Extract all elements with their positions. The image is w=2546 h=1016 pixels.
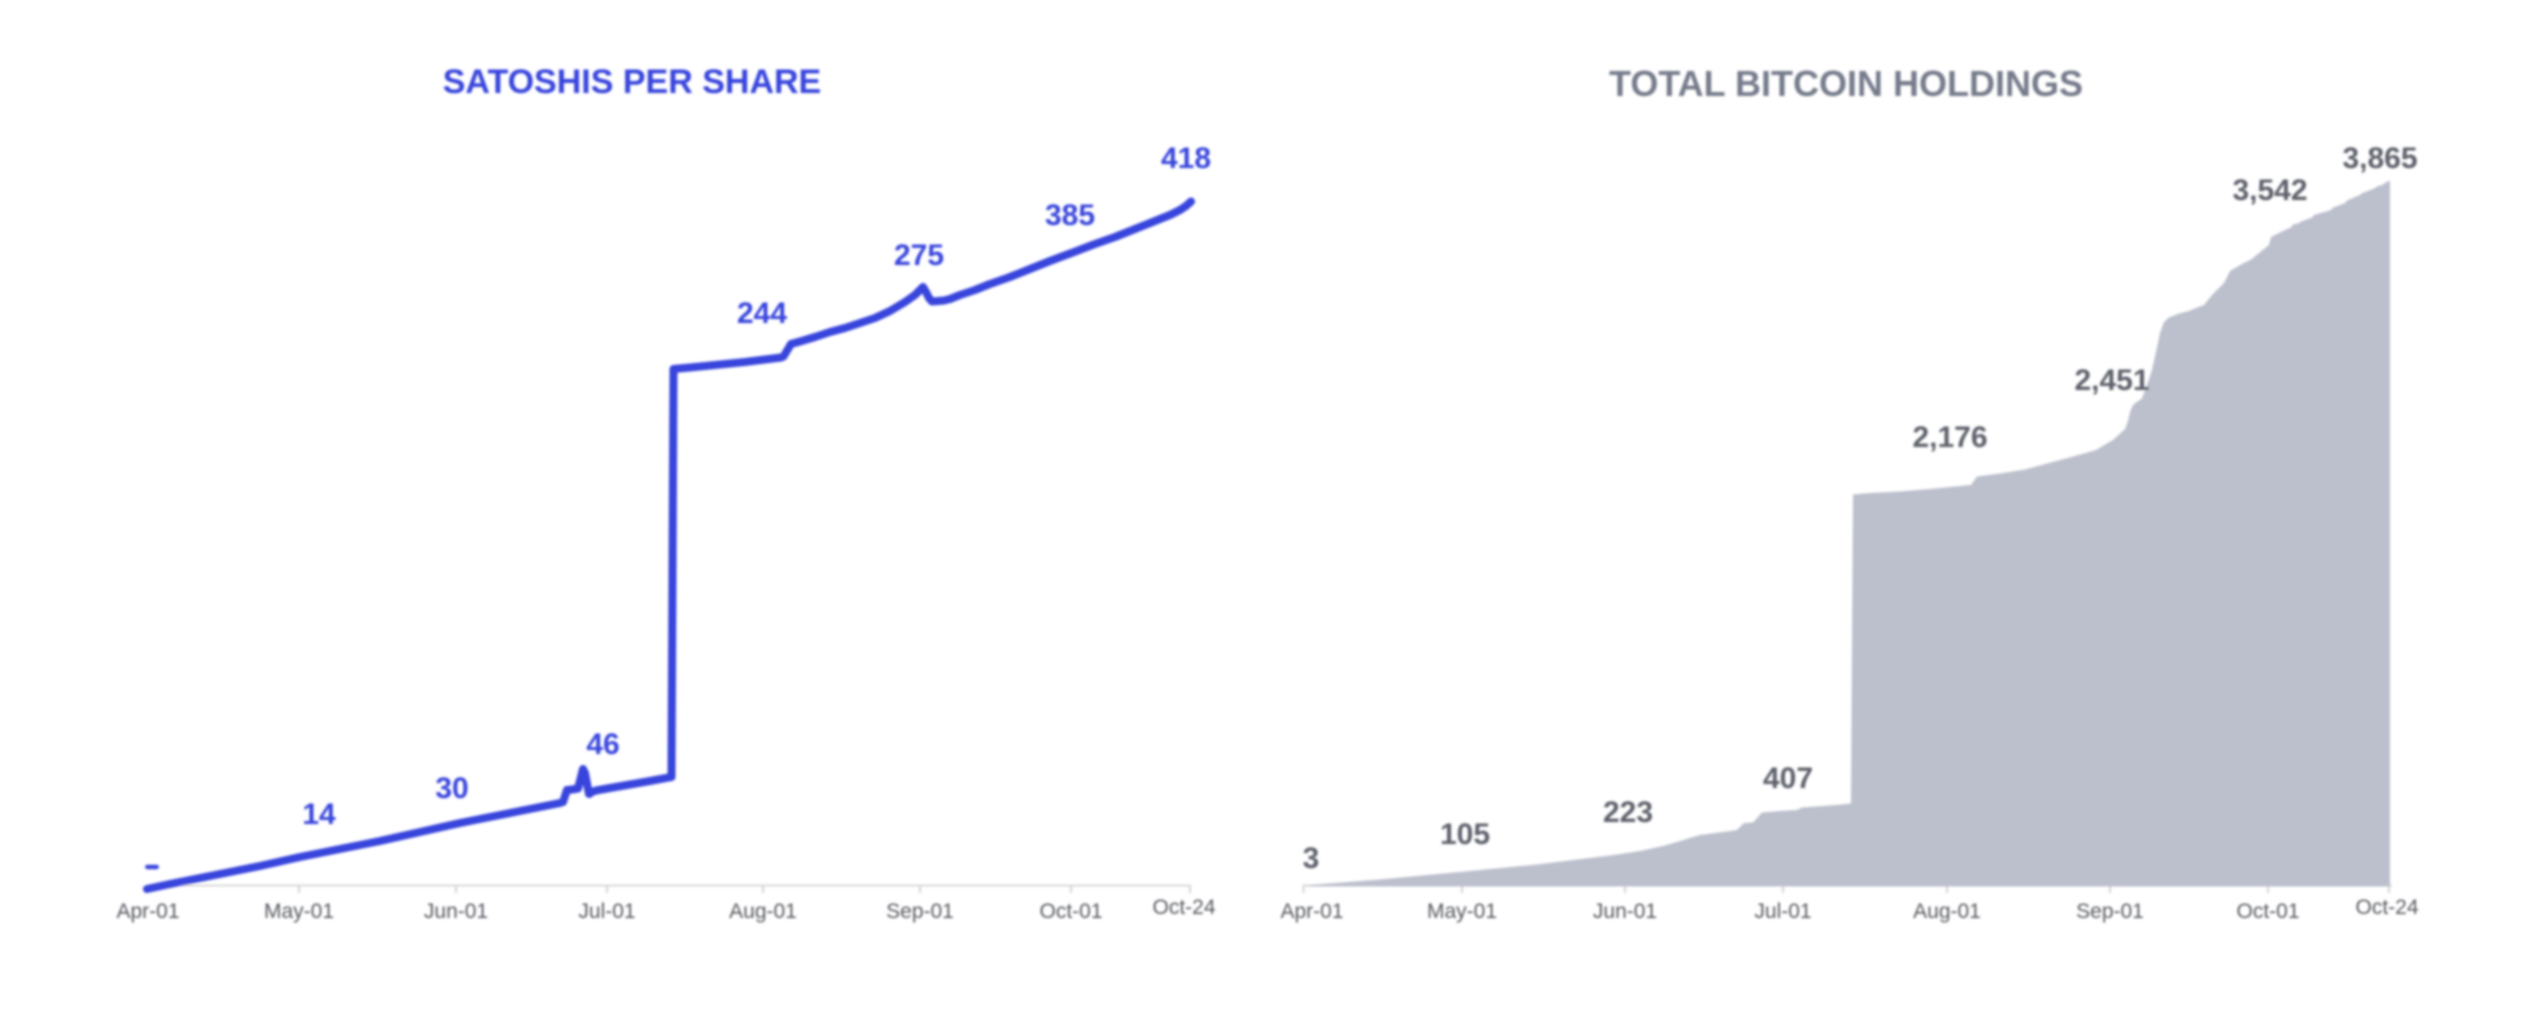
- svg-text:Oct-01: Oct-01: [2236, 900, 2299, 923]
- svg-text:46: 46: [586, 728, 619, 761]
- svg-text:Aug-01: Aug-01: [1913, 900, 1981, 923]
- svg-text:May-01: May-01: [1427, 900, 1497, 923]
- svg-text:2,451: 2,451: [2074, 364, 2149, 397]
- svg-text:Jun-01: Jun-01: [424, 900, 488, 923]
- svg-text:3,865: 3,865: [2342, 142, 2417, 175]
- svg-text:3: 3: [1303, 842, 1320, 875]
- svg-text:TOTAL BITCOIN HOLDINGS: TOTAL BITCOIN HOLDINGS: [1609, 63, 2083, 104]
- svg-text:30: 30: [435, 772, 468, 805]
- svg-text:418: 418: [1161, 142, 1211, 175]
- svg-text:Oct-24: Oct-24: [2355, 896, 2418, 919]
- svg-text:2,176: 2,176: [1912, 421, 1987, 454]
- svg-text:Oct-24: Oct-24: [1152, 896, 1215, 919]
- svg-text:Sep-01: Sep-01: [886, 900, 954, 923]
- svg-text:275: 275: [894, 239, 944, 272]
- svg-text:SATOSHIS PER SHARE: SATOSHIS PER SHARE: [443, 63, 821, 101]
- svg-text:Aug-01: Aug-01: [729, 900, 797, 923]
- svg-text:14: 14: [302, 798, 336, 831]
- svg-text:Sep-01: Sep-01: [2076, 900, 2144, 923]
- svg-text:Jun-01: Jun-01: [1593, 900, 1657, 923]
- svg-text:Jul-01: Jul-01: [578, 900, 635, 923]
- svg-text:Apr-01: Apr-01: [1280, 900, 1343, 923]
- svg-text:Apr-01: Apr-01: [116, 900, 179, 923]
- svg-text:Jul-01: Jul-01: [1754, 900, 1811, 923]
- svg-text:385: 385: [1045, 199, 1095, 232]
- svg-text:244: 244: [737, 297, 787, 330]
- svg-text:223: 223: [1603, 796, 1653, 829]
- svg-text:105: 105: [1440, 818, 1490, 851]
- svg-text:3,542: 3,542: [2232, 174, 2307, 207]
- svg-text:407: 407: [1763, 762, 1813, 795]
- svg-text:May-01: May-01: [264, 900, 334, 923]
- svg-text:Oct-01: Oct-01: [1039, 900, 1102, 923]
